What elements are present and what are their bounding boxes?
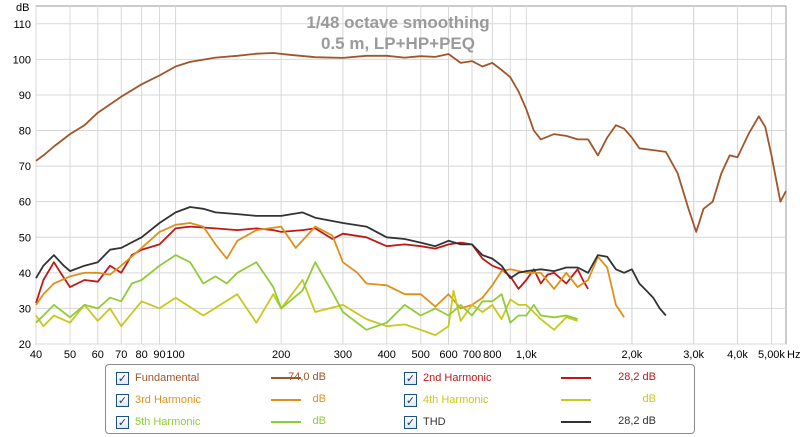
legend-item-3rd-harmonic[interactable]: ✓ 3rd Harmonic xyxy=(116,389,201,411)
series-line-4th-harmonic xyxy=(35,279,578,336)
legend-value: dB xyxy=(312,393,326,405)
legend-label: 5th Harmonic xyxy=(135,416,201,428)
legend-item-fundamental[interactable]: ✓ Fundamental xyxy=(116,367,199,389)
chart-subtitle: 0.5 m, LP+HP+PEQ xyxy=(321,34,475,53)
legend-value: 74,0 dB xyxy=(288,371,326,383)
legend-value: dB xyxy=(642,393,656,405)
y-tick-label: 30 xyxy=(19,303,31,315)
legend-row: ✓ Fundamental 74,0 dB ✓ 2nd Harmonic 28,2 dB xyxy=(106,367,694,389)
checkbox-thd[interactable]: ✓ xyxy=(404,415,417,429)
checkbox-3rd-harmonic[interactable]: ✓ xyxy=(116,393,129,407)
x-tick-label: 5,00k xyxy=(758,349,785,361)
x-tick-label: 500 xyxy=(412,349,430,361)
x-tick-label: 80 xyxy=(135,349,147,361)
legend-label: Fundamental xyxy=(135,372,200,384)
x-tick-label: 600 xyxy=(439,349,457,361)
y-tick-label: 110 xyxy=(13,19,31,31)
x-tick-label: 700 xyxy=(463,349,481,361)
y-tick-label: 20 xyxy=(19,339,31,351)
legend-row: ✓ 5th Harmonic dB ✓ THD 28,2 dB xyxy=(106,411,694,433)
checkbox-5th-harmonic[interactable]: ✓ xyxy=(116,415,129,429)
legend-value: dB xyxy=(312,415,326,427)
x-tick-label: 400 xyxy=(378,349,396,361)
legend-swatch xyxy=(561,421,591,423)
legend-swatch xyxy=(271,421,301,423)
chart-title: 1/48 octave smoothing xyxy=(306,13,489,32)
legend-label: 3rd Harmonic xyxy=(135,394,202,406)
x-tick-label: 300 xyxy=(334,349,352,361)
legend-label: 4th Harmonic xyxy=(423,394,489,406)
legend-swatch xyxy=(561,399,591,401)
x-tick-label: 200 xyxy=(272,349,290,361)
plot-background xyxy=(35,5,787,345)
x-tick-label: 90 xyxy=(153,349,165,361)
x-tick-label: 100 xyxy=(166,349,184,361)
series-line-thd xyxy=(35,206,667,317)
legend-swatch xyxy=(271,399,301,401)
x-tick-label: 3,0k xyxy=(683,349,704,361)
legend-swatch xyxy=(271,377,301,379)
x-tick-label: 50 xyxy=(64,349,76,361)
checkbox-fundamental[interactable]: ✓ xyxy=(116,371,129,385)
series-line-fundamental xyxy=(35,52,787,233)
legend-value: 28,2 dB xyxy=(618,415,656,427)
y-axis-unit: dB xyxy=(16,2,29,14)
chart-area[interactable]: 20 30 40 50 60 70 80 90 100 110 dB 40 50 60 70 80 90 100 2… xyxy=(0,0,800,362)
y-tick-label: 50 xyxy=(19,232,31,244)
x-tick-label: 1,0k xyxy=(516,349,537,361)
series-line-5th-harmonic xyxy=(35,254,578,331)
checkbox-2nd-harmonic[interactable]: ✓ xyxy=(404,371,417,385)
y-tick-label: 40 xyxy=(19,268,31,280)
legend-panel: ✓ Fundamental 74,0 dB ✓ 2nd Harmonic 28,2 dB ✓… xyxy=(105,364,695,434)
x-tick-label: 800 xyxy=(483,349,501,361)
y-tick-label: 60 xyxy=(19,197,31,209)
y-tick-label: 70 xyxy=(19,161,31,173)
series-line-3rd-harmonic xyxy=(35,222,625,318)
x-tick-label: 2,0k xyxy=(622,349,643,361)
y-tick-label: 90 xyxy=(19,90,31,102)
x-tick-label: 40 xyxy=(30,349,42,361)
x-tick-label: 4,0k xyxy=(727,349,748,361)
legend-item-4th-harmonic[interactable]: ✓ 4th Harmonic xyxy=(404,389,488,411)
legend-label: THD xyxy=(423,416,446,428)
checkbox-4th-harmonic[interactable]: ✓ xyxy=(404,393,417,407)
legend-value: 28,2 dB xyxy=(618,371,656,383)
x-tick-label: 70 xyxy=(115,349,127,361)
y-tick-label: 100 xyxy=(13,54,31,66)
x-axis-unit: Hz xyxy=(787,349,800,361)
x-tick-label: 60 xyxy=(92,349,104,361)
y-tick-label: 80 xyxy=(19,126,31,138)
legend-item-thd[interactable]: ✓ THD xyxy=(404,411,446,433)
legend-label: 2nd Harmonic xyxy=(423,372,492,384)
legend-item-2nd-harmonic[interactable]: ✓ 2nd Harmonic xyxy=(404,367,491,389)
legend-swatch xyxy=(561,377,591,379)
legend-item-5th-harmonic[interactable]: ✓ 5th Harmonic xyxy=(116,411,200,433)
legend-row: ✓ 3rd Harmonic dB ✓ 4th Harmonic dB xyxy=(106,389,694,411)
